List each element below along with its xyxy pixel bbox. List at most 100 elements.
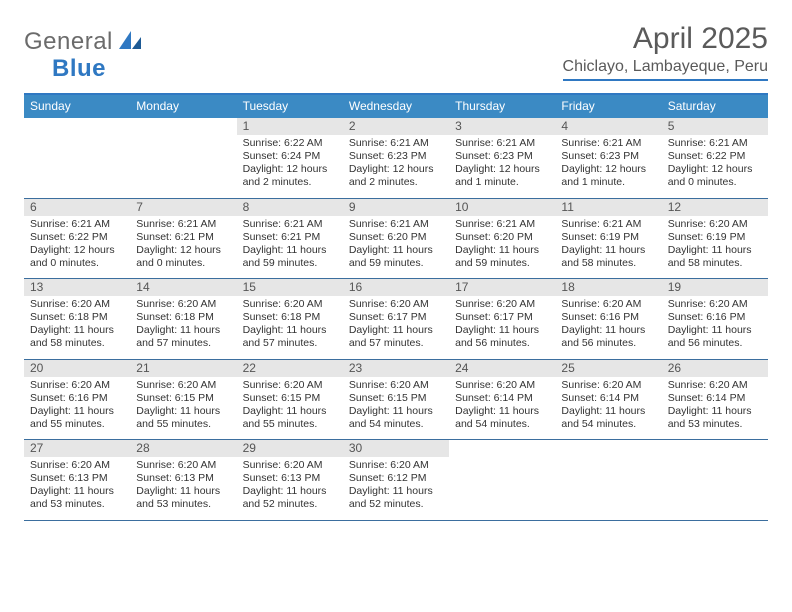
daylight-text-2: and 55 minutes.	[243, 418, 337, 431]
sunrise-text: Sunrise: 6:20 AM	[668, 298, 762, 311]
calendar-week: 1Sunrise: 6:22 AMSunset: 6:24 PMDaylight…	[24, 118, 768, 199]
weekday-header: Sunday	[24, 95, 130, 118]
weekday-header: Tuesday	[237, 95, 343, 118]
sunset-text: Sunset: 6:16 PM	[668, 311, 762, 324]
daylight-text: Daylight: 11 hours	[455, 324, 549, 337]
day-details: Sunrise: 6:21 AMSunset: 6:23 PMDaylight:…	[555, 135, 661, 198]
weekday-header: Wednesday	[343, 95, 449, 118]
weekday-header: Monday	[130, 95, 236, 118]
calendar-day: 4Sunrise: 6:21 AMSunset: 6:23 PMDaylight…	[555, 118, 661, 198]
sunset-text: Sunset: 6:12 PM	[349, 472, 443, 485]
sunrise-text: Sunrise: 6:20 AM	[455, 379, 549, 392]
day-number: 5	[662, 118, 768, 135]
page: General April 2025 Chiclayo, Lambayeque,…	[0, 0, 792, 521]
day-number: 19	[662, 279, 768, 296]
day-number	[24, 118, 130, 135]
day-number: 21	[130, 360, 236, 377]
day-details: Sunrise: 6:21 AMSunset: 6:21 PMDaylight:…	[237, 216, 343, 279]
day-details	[24, 135, 130, 193]
day-details: Sunrise: 6:20 AMSunset: 6:15 PMDaylight:…	[237, 377, 343, 440]
calendar-day	[555, 440, 661, 520]
day-number: 15	[237, 279, 343, 296]
sunset-text: Sunset: 6:19 PM	[668, 231, 762, 244]
daylight-text: Daylight: 12 hours	[30, 244, 124, 257]
sunrise-text: Sunrise: 6:20 AM	[30, 298, 124, 311]
sunrise-text: Sunrise: 6:21 AM	[349, 218, 443, 231]
daylight-text: Daylight: 11 hours	[243, 485, 337, 498]
weekday-header: Saturday	[662, 95, 768, 118]
day-details: Sunrise: 6:20 AMSunset: 6:13 PMDaylight:…	[24, 457, 130, 520]
sunrise-text: Sunrise: 6:20 AM	[30, 459, 124, 472]
sunset-text: Sunset: 6:22 PM	[668, 150, 762, 163]
calendar-day: 27Sunrise: 6:20 AMSunset: 6:13 PMDayligh…	[24, 440, 130, 520]
calendar-day: 14Sunrise: 6:20 AMSunset: 6:18 PMDayligh…	[130, 279, 236, 359]
daylight-text: Daylight: 12 hours	[243, 163, 337, 176]
sunrise-text: Sunrise: 6:21 AM	[136, 218, 230, 231]
sunrise-text: Sunrise: 6:21 AM	[243, 218, 337, 231]
daylight-text-2: and 54 minutes.	[561, 418, 655, 431]
day-details: Sunrise: 6:21 AMSunset: 6:20 PMDaylight:…	[343, 216, 449, 279]
sunrise-text: Sunrise: 6:20 AM	[349, 298, 443, 311]
calendar-day: 22Sunrise: 6:20 AMSunset: 6:15 PMDayligh…	[237, 360, 343, 440]
day-number: 9	[343, 199, 449, 216]
day-details: Sunrise: 6:20 AMSunset: 6:14 PMDaylight:…	[662, 377, 768, 440]
calendar-day: 29Sunrise: 6:20 AMSunset: 6:13 PMDayligh…	[237, 440, 343, 520]
calendar-day: 30Sunrise: 6:20 AMSunset: 6:12 PMDayligh…	[343, 440, 449, 520]
sunset-text: Sunset: 6:23 PM	[561, 150, 655, 163]
sunset-text: Sunset: 6:17 PM	[349, 311, 443, 324]
sunrise-text: Sunrise: 6:20 AM	[243, 298, 337, 311]
sunset-text: Sunset: 6:14 PM	[561, 392, 655, 405]
sunrise-text: Sunrise: 6:20 AM	[243, 459, 337, 472]
daylight-text: Daylight: 11 hours	[561, 405, 655, 418]
day-number: 24	[449, 360, 555, 377]
daylight-text: Daylight: 11 hours	[668, 324, 762, 337]
day-details: Sunrise: 6:20 AMSunset: 6:16 PMDaylight:…	[555, 296, 661, 359]
calendar-day: 23Sunrise: 6:20 AMSunset: 6:15 PMDayligh…	[343, 360, 449, 440]
daylight-text-2: and 55 minutes.	[136, 418, 230, 431]
sunset-text: Sunset: 6:14 PM	[668, 392, 762, 405]
day-details: Sunrise: 6:21 AMSunset: 6:21 PMDaylight:…	[130, 216, 236, 279]
daylight-text-2: and 57 minutes.	[136, 337, 230, 350]
calendar-day: 5Sunrise: 6:21 AMSunset: 6:22 PMDaylight…	[662, 118, 768, 198]
daylight-text: Daylight: 11 hours	[349, 405, 443, 418]
daylight-text-2: and 52 minutes.	[243, 498, 337, 511]
day-details: Sunrise: 6:20 AMSunset: 6:17 PMDaylight:…	[449, 296, 555, 359]
calendar-day: 13Sunrise: 6:20 AMSunset: 6:18 PMDayligh…	[24, 279, 130, 359]
calendar-day	[24, 118, 130, 198]
daylight-text: Daylight: 11 hours	[30, 324, 124, 337]
sunset-text: Sunset: 6:14 PM	[455, 392, 549, 405]
day-details: Sunrise: 6:20 AMSunset: 6:16 PMDaylight:…	[24, 377, 130, 440]
calendar-day: 9Sunrise: 6:21 AMSunset: 6:20 PMDaylight…	[343, 199, 449, 279]
daylight-text: Daylight: 11 hours	[349, 324, 443, 337]
sunset-text: Sunset: 6:22 PM	[30, 231, 124, 244]
calendar-day: 3Sunrise: 6:21 AMSunset: 6:23 PMDaylight…	[449, 118, 555, 198]
daylight-text-2: and 57 minutes.	[349, 337, 443, 350]
daylight-text-2: and 2 minutes.	[243, 176, 337, 189]
day-details: Sunrise: 6:20 AMSunset: 6:18 PMDaylight:…	[130, 296, 236, 359]
sunrise-text: Sunrise: 6:21 AM	[455, 137, 549, 150]
sunset-text: Sunset: 6:15 PM	[243, 392, 337, 405]
sunrise-text: Sunrise: 6:20 AM	[561, 298, 655, 311]
day-details: Sunrise: 6:20 AMSunset: 6:15 PMDaylight:…	[343, 377, 449, 440]
calendar-day: 8Sunrise: 6:21 AMSunset: 6:21 PMDaylight…	[237, 199, 343, 279]
day-number	[662, 440, 768, 457]
sunset-text: Sunset: 6:20 PM	[349, 231, 443, 244]
daylight-text: Daylight: 11 hours	[561, 244, 655, 257]
sunrise-text: Sunrise: 6:20 AM	[349, 379, 443, 392]
daylight-text-2: and 54 minutes.	[455, 418, 549, 431]
day-details: Sunrise: 6:20 AMSunset: 6:14 PMDaylight:…	[449, 377, 555, 440]
day-number: 12	[662, 199, 768, 216]
calendar-day: 2Sunrise: 6:21 AMSunset: 6:23 PMDaylight…	[343, 118, 449, 198]
day-details: Sunrise: 6:20 AMSunset: 6:17 PMDaylight:…	[343, 296, 449, 359]
daylight-text: Daylight: 11 hours	[668, 405, 762, 418]
daylight-text: Daylight: 11 hours	[668, 244, 762, 257]
day-details: Sunrise: 6:20 AMSunset: 6:13 PMDaylight:…	[237, 457, 343, 520]
calendar-week: 27Sunrise: 6:20 AMSunset: 6:13 PMDayligh…	[24, 440, 768, 521]
day-number: 26	[662, 360, 768, 377]
day-number: 22	[237, 360, 343, 377]
daylight-text-2: and 0 minutes.	[136, 257, 230, 270]
calendar-day	[662, 440, 768, 520]
title-location: Chiclayo, Lambayeque, Peru	[563, 58, 768, 81]
day-number: 2	[343, 118, 449, 135]
calendar-day: 16Sunrise: 6:20 AMSunset: 6:17 PMDayligh…	[343, 279, 449, 359]
